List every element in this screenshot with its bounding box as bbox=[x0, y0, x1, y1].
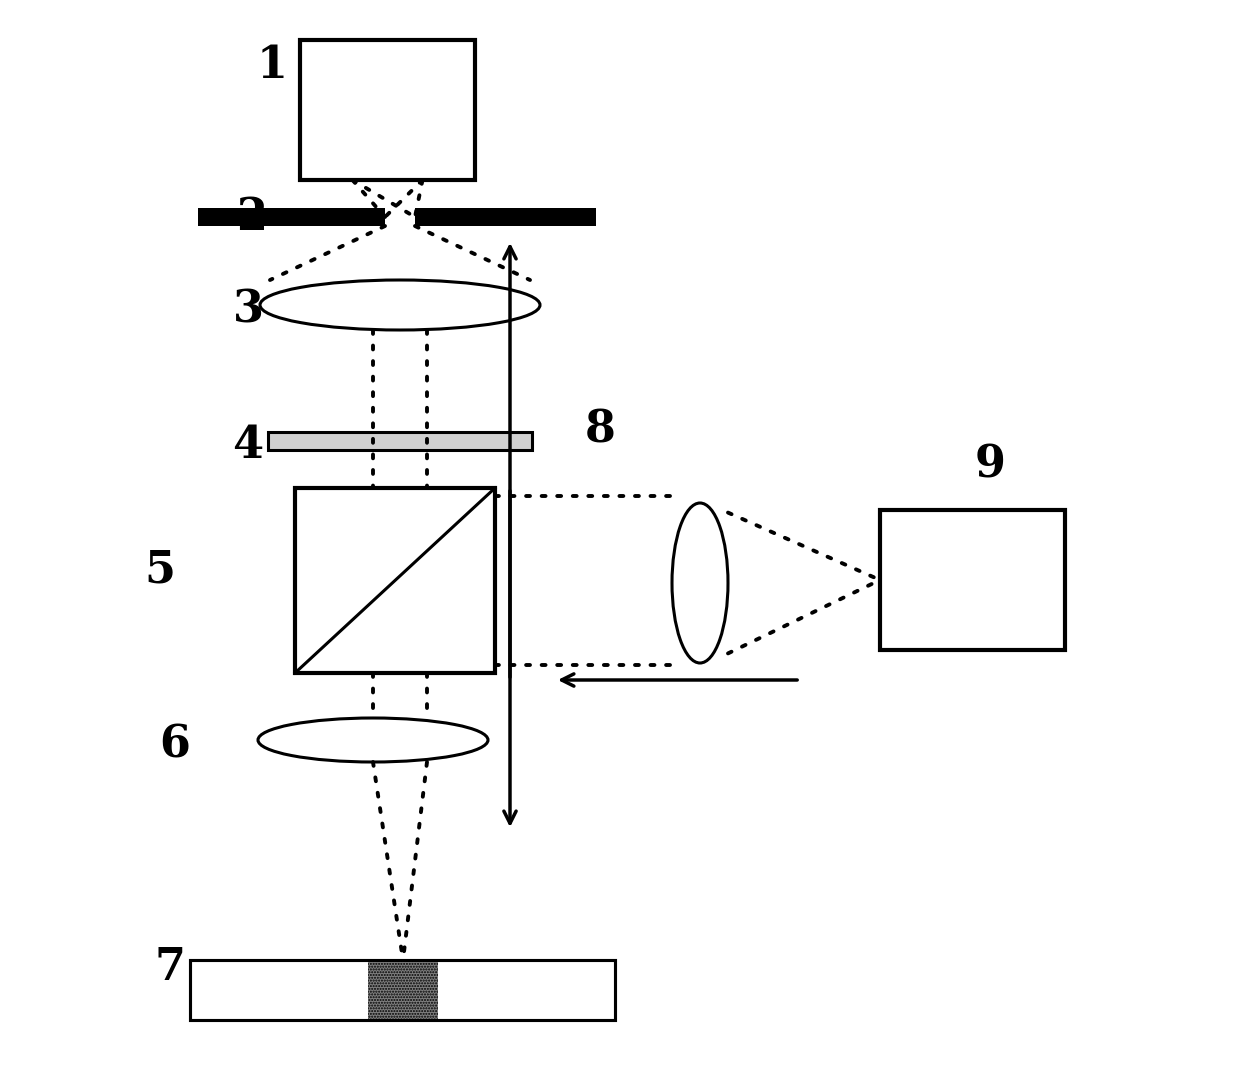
Ellipse shape bbox=[672, 503, 728, 663]
Text: 4: 4 bbox=[232, 423, 264, 466]
Bar bbox=[190, 960, 615, 1020]
Bar bbox=[415, 208, 596, 226]
Bar bbox=[368, 960, 438, 1020]
Bar bbox=[198, 208, 384, 226]
Ellipse shape bbox=[260, 280, 539, 330]
Bar bbox=[190, 960, 615, 1020]
Text: 8: 8 bbox=[584, 408, 615, 451]
Text: 6: 6 bbox=[160, 724, 191, 767]
Text: 2: 2 bbox=[237, 197, 268, 240]
Text: 9: 9 bbox=[975, 444, 1006, 487]
Text: 1: 1 bbox=[257, 44, 288, 87]
Text: 5: 5 bbox=[145, 549, 176, 592]
Text: 7: 7 bbox=[155, 946, 186, 989]
Bar bbox=[268, 432, 532, 450]
Bar bbox=[300, 40, 475, 180]
Bar bbox=[880, 510, 1065, 650]
Ellipse shape bbox=[258, 719, 489, 761]
Bar bbox=[295, 488, 495, 673]
Text: 3: 3 bbox=[233, 289, 263, 332]
